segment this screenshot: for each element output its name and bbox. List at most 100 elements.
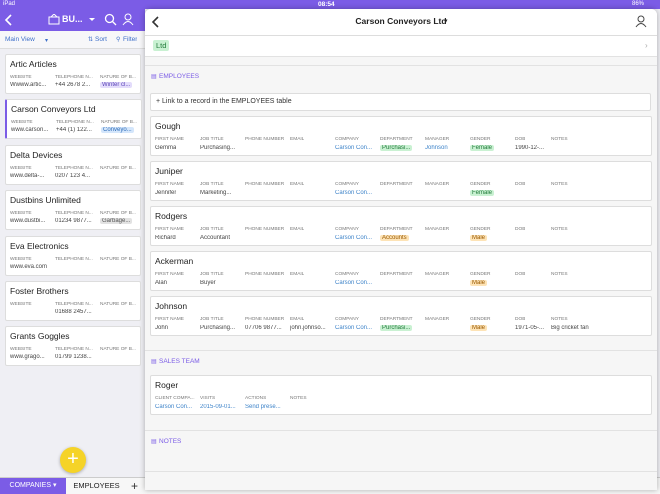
section-icon: ▤ bbox=[151, 74, 157, 80]
field-value: Wwww.artic... bbox=[10, 82, 47, 88]
field-label: TELEPHONE N... bbox=[55, 256, 93, 262]
title-dropdown[interactable] bbox=[88, 17, 96, 23]
field-label: EMAIL bbox=[290, 317, 305, 322]
field-label: NATURE OF B... bbox=[100, 165, 136, 171]
close-button[interactable] bbox=[151, 16, 161, 28]
field-label: WEBSITE bbox=[10, 211, 32, 217]
field-value: Alan bbox=[155, 280, 168, 286]
field-value: Jennifer bbox=[155, 190, 177, 196]
tag-value: Female bbox=[470, 190, 495, 196]
linked-record-card[interactable]: Juniper FIRST NAME Jennifer JOB TITLE Market… bbox=[150, 161, 652, 201]
field-label: WEBSITE bbox=[10, 302, 32, 307]
tag-value: Accounts bbox=[380, 235, 409, 241]
field-label: FIRST NAME bbox=[155, 317, 184, 322]
battery: 86% bbox=[632, 1, 645, 7]
view-bar bbox=[0, 31, 145, 49]
back-button[interactable] bbox=[4, 14, 14, 26]
field-value: 1990-12-... bbox=[515, 145, 545, 151]
field-label: MANAGER bbox=[425, 272, 450, 277]
view-selector[interactable]: Main View bbox=[5, 36, 35, 43]
record-name: Dustbins Unlimited bbox=[10, 195, 81, 206]
sales-team-heading: SALES TEAM bbox=[159, 358, 200, 365]
record-card[interactable]: Dustbins Unlimited WEBSITE www.dustbi... TE… bbox=[5, 190, 141, 231]
field-value: 1971-05-... bbox=[515, 325, 545, 331]
field-value: John bbox=[155, 325, 169, 331]
field-label: PHONE NUMBER bbox=[245, 272, 285, 277]
field-value: www.eva.com bbox=[10, 263, 48, 270]
base-icon bbox=[48, 14, 60, 25]
filter-button[interactable]: Filter bbox=[123, 36, 138, 43]
field-label: TELEPHONE N... bbox=[55, 302, 93, 307]
tag-value: Male bbox=[470, 280, 488, 286]
link-record-button[interactable]: + Link to a record in the EMPLOYEES tabl… bbox=[150, 93, 651, 111]
add-tab-button[interactable]: + bbox=[131, 479, 139, 493]
record-card[interactable]: Grants Goggles WEBSITE www.grago... TELEPHO… bbox=[5, 326, 141, 367]
section-icon: ▤ bbox=[151, 439, 157, 445]
record-name: Delta Devices bbox=[10, 149, 63, 160]
record-name: Carson Conveyors Ltd bbox=[11, 104, 96, 115]
field-label: NATURE OF B... bbox=[100, 75, 136, 80]
tab-employees[interactable]: EMPLOYEES bbox=[73, 481, 120, 490]
record-name: Eva Electronics bbox=[10, 240, 69, 251]
field-value: Johnson bbox=[425, 145, 448, 151]
field-label: FIRST NAME bbox=[155, 227, 184, 232]
detail-title: Carson Conveyors Ltd bbox=[355, 16, 447, 26]
linked-record-card[interactable]: Johnson FIRST NAME John JOB TITLE Purchasing… bbox=[150, 296, 652, 336]
field-label: NOTES bbox=[551, 272, 568, 277]
linked-record-card[interactable]: Ackerman FIRST NAME Alan JOB TITLE Buyer PHON… bbox=[150, 251, 652, 291]
record-card[interactable]: Delta Devices WEBSITE www.delta-... TELEPHO… bbox=[5, 144, 141, 185]
tag-value: Winter cl... bbox=[100, 82, 133, 88]
linked-record-card[interactable]: Rodgers FIRST NAME Richard JOB TITLE Account… bbox=[150, 206, 652, 246]
field-label: MANAGER bbox=[425, 227, 450, 232]
tag-value: Purchasi... bbox=[380, 145, 413, 151]
linked-record-card[interactable]: Roger CLIENT COMPA... Carson Con... VISITS 2… bbox=[150, 375, 652, 415]
field-label: EMAIL bbox=[290, 227, 305, 232]
field-label: DEPARTMENT bbox=[380, 182, 413, 187]
share-record-button[interactable] bbox=[635, 15, 649, 29]
record-card[interactable]: Foster Brothers WEBSITE TELEPHONE N... 0168… bbox=[5, 281, 141, 321]
linked-record-card[interactable]: Gough FIRST NAME Gemma JOB TITLE Purchasing.… bbox=[150, 116, 652, 156]
field-label: COMPANY bbox=[335, 317, 359, 322]
field-label: EMAIL bbox=[290, 272, 305, 277]
tab-companies[interactable]: COMPANIES ▾ bbox=[0, 478, 66, 494]
field-label: FIRST NAME bbox=[155, 137, 184, 142]
field-label: NATURE OF B... bbox=[100, 256, 136, 262]
field-label: EMAIL bbox=[290, 137, 305, 142]
record-name: Rodgers bbox=[155, 211, 188, 221]
field-value: 01234 9877... bbox=[55, 218, 92, 225]
record-card[interactable]: Eva Electronics WEBSITE www.eva.com TELEPHO… bbox=[5, 235, 141, 276]
field-value: Carson Con... bbox=[335, 325, 373, 331]
field-label: DOB bbox=[515, 182, 526, 187]
field-label: MANAGER bbox=[425, 182, 450, 187]
title-dropdown[interactable]: ▾ bbox=[444, 18, 448, 25]
field-label: NOTES bbox=[551, 182, 568, 187]
row-arrow: › bbox=[645, 41, 648, 50]
add-record-button[interactable]: + bbox=[60, 447, 86, 473]
field-value: Purchasing... bbox=[200, 145, 236, 151]
field-label: CLIENT COMPA... bbox=[155, 396, 195, 401]
field-label: TELEPHONE N... bbox=[55, 75, 93, 80]
field-label: GENDER bbox=[470, 227, 491, 232]
section-divider bbox=[145, 471, 657, 472]
record-card[interactable]: Carson Conveyors Ltd WEBSITE www.carson...… bbox=[5, 99, 142, 140]
tag-value: Female bbox=[470, 145, 495, 151]
field-label: EMAIL bbox=[290, 182, 305, 187]
base-title[interactable]: BU... bbox=[62, 14, 83, 24]
search-button[interactable] bbox=[104, 13, 117, 26]
section-divider bbox=[145, 65, 657, 66]
field-label: GENDER bbox=[470, 182, 491, 187]
field-label: GENDER bbox=[470, 317, 491, 322]
field-label: PHONE NUMBER bbox=[245, 182, 285, 187]
field-label: NOTES bbox=[551, 137, 568, 142]
record-name: Artic Articles bbox=[10, 59, 57, 69]
field-label: NATURE OF B... bbox=[100, 211, 136, 217]
field-label: JOB TITLE bbox=[200, 182, 224, 187]
field-value: Richard bbox=[155, 235, 176, 241]
field-label: DOB bbox=[515, 137, 526, 142]
sort-button[interactable]: Sort bbox=[95, 36, 107, 43]
share-button[interactable] bbox=[122, 13, 136, 26]
record-card[interactable]: Artic Articles WEBSITE Wwww.artic... TELEPH… bbox=[5, 54, 141, 94]
field-value: 01688 2457... bbox=[55, 309, 92, 315]
field-value: Big cricket fan bbox=[551, 325, 589, 331]
field-value: +44 (1) 122... bbox=[56, 127, 92, 134]
